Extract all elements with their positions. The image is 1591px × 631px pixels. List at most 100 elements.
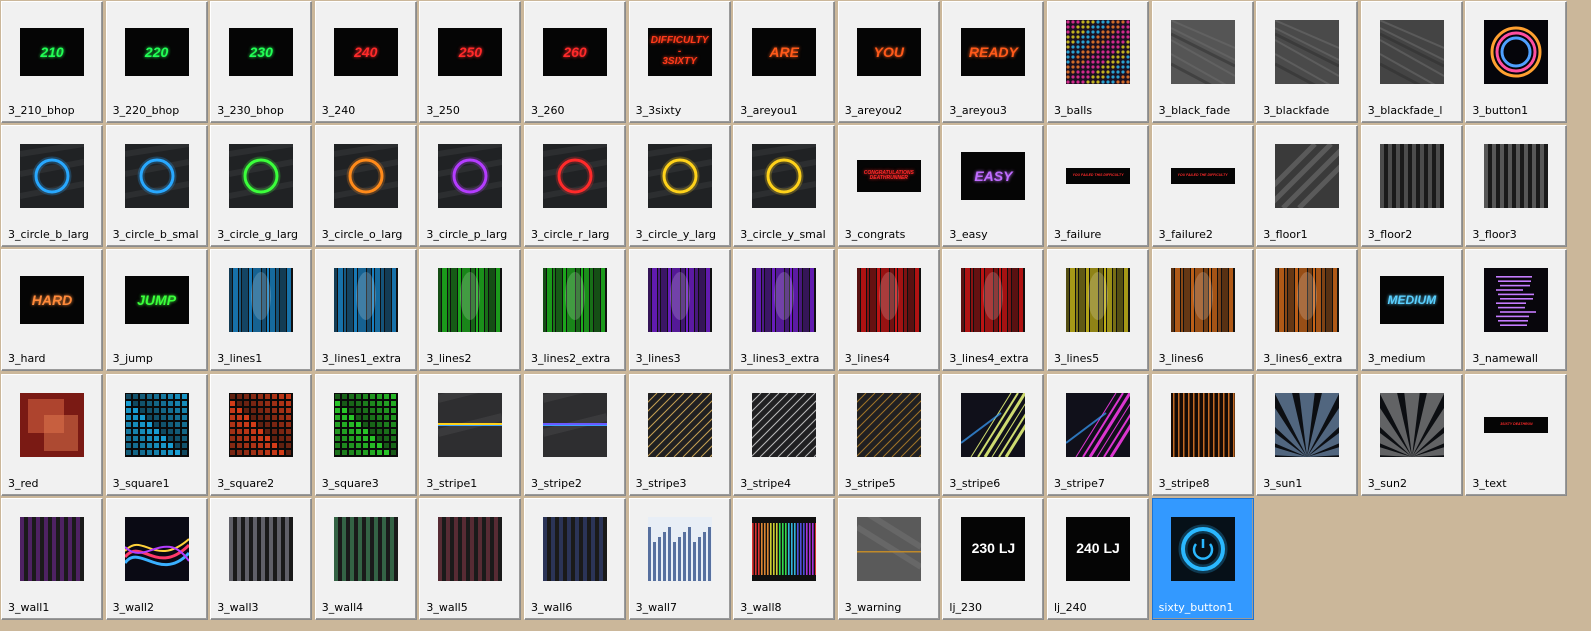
texture-label: 3_lines1_extra [321,352,402,366]
texture-tile-3_lines4_extra[interactable]: 3_lines4_extra [942,249,1045,372]
texture-tile-3_stripe5[interactable]: 3_stripe5 [837,373,940,496]
texture-tile-3_lines1_extra[interactable]: 3_lines1_extra [314,249,417,372]
texture-tile-3_wall2[interactable]: 3_wall2 [105,497,208,620]
texture-thumbnail [543,516,607,581]
texture-tile-3_stripe1[interactable]: 3_stripe1 [419,373,522,496]
texture-label: 3_jump [112,352,153,366]
texture-tile-3_balls[interactable]: 3_balls [1047,1,1149,123]
texture-tile-3_230_bhop[interactable]: 230 3_230_bhop [210,1,313,123]
texture-tile-3_warning[interactable]: 3_warning [837,497,940,620]
texture-tile-3_lines4[interactable]: 3_lines4 [837,249,940,372]
texture-label: 3_circle_g_larg [217,228,299,242]
texture-label: 3_circle_b_smal [112,228,199,242]
texture-tile-3_floor2[interactable]: 3_floor2 [1360,125,1463,248]
texture-tile-3_button1[interactable]: 3_button1 [1465,1,1568,123]
texture-label: 3_blackfade_l [1367,104,1443,117]
texture-tile-3_stripe6[interactable]: 3_stripe6 [942,373,1045,496]
texture-thumbnail [1275,144,1340,209]
texture-label: 3_warning [844,600,902,614]
texture-tile-3_240[interactable]: 240 3_240 [314,1,417,123]
texture-tile-3_circle_y_larg[interactable]: 3_circle_y_larg [628,125,731,248]
texture-tile-3_blackfade_l[interactable]: 3_blackfade_l [1360,1,1463,123]
texture-tile-3_namewall[interactable]: 3_namewall [1465,249,1568,372]
texture-tile-3_floor1[interactable]: 3_floor1 [1256,125,1359,248]
texture-label: 3_red [8,476,39,490]
texture-tile-3_medium[interactable]: MEDIUM 3_medium [1360,249,1463,372]
texture-tile-3_jump[interactable]: JUMP 3_jump [105,249,208,372]
texture-label: 3_button1 [1472,104,1529,117]
texture-tile-3_stripe2[interactable]: 3_stripe2 [524,373,626,496]
texture-thumbnail: JUMP [124,276,189,325]
texture-tile-3_circle_o_larg[interactable]: 3_circle_o_larg [314,125,417,248]
texture-label: 3_floor3 [1472,228,1517,242]
texture-thumbnail [1275,20,1340,84]
texture-tile-3_wall6[interactable]: 3_wall6 [524,497,626,620]
texture-tile-3_square3[interactable]: 3_square3 [314,373,417,496]
texture-tile-3_lines6[interactable]: 3_lines6 [1151,249,1254,372]
texture-tile-3_wall5[interactable]: 3_wall5 [419,497,522,620]
texture-tile-3_250[interactable]: 250 3_250 [419,1,522,123]
texture-tile-lj_240[interactable]: 240 LJ lj_240 [1047,497,1149,620]
texture-tile-3_lines2_extra[interactable]: 3_lines2_extra [524,249,626,372]
texture-thumbnail [1484,144,1549,209]
thumbnail-text: YOU FAILED THIS DIFFICULTY [1072,173,1124,178]
texture-tile-3_easy[interactable]: EASY 3_easy [942,125,1045,248]
texture-tile-3_areyou2[interactable]: YOU 3_areyou2 [837,1,940,123]
texture-tile-3_square2[interactable]: 3_square2 [210,373,313,496]
texture-label: 3_square3 [321,476,379,490]
texture-tile-3_floor3[interactable]: 3_floor3 [1465,125,1568,248]
texture-tile-3_areyou3[interactable]: READY 3_areyou3 [942,1,1045,123]
texture-tile-sixty_button1[interactable]: sixty_button1 [1151,497,1254,620]
texture-label: 3_areyou2 [844,104,903,117]
texture-tile-3_sun2[interactable]: 3_sun2 [1360,373,1463,496]
texture-tile-3_lines5[interactable]: 3_lines5 [1047,249,1149,372]
texture-tile-3_red[interactable]: 3_red [1,373,103,496]
texture-tile-3_stripe3[interactable]: 3_stripe3 [628,373,731,496]
texture-tile-3_text[interactable]: 3SIXTY DEATHRUN 3_text [1465,373,1568,496]
texture-tile-3_hard[interactable]: HARD 3_hard [1,249,103,372]
texture-tile-3_circle_y_smal[interactable]: 3_circle_y_smal [733,125,836,248]
texture-label: 3_lines1 [217,352,263,366]
texture-thumbnail [124,392,189,457]
texture-tile-3_stripe7[interactable]: 3_stripe7 [1047,373,1149,496]
texture-tile-3_wall8[interactable]: 3_wall8 [733,497,836,620]
texture-tile-3_circle_p_larg[interactable]: 3_circle_p_larg [419,125,522,248]
texture-tile-3_220_bhop[interactable]: 220 3_220_bhop [105,1,208,123]
texture-tile-3_failure[interactable]: YOU FAILED THIS DIFFICULTY 3_failure [1047,125,1149,248]
texture-thumbnail [333,268,398,333]
texture-tile-3_wall4[interactable]: 3_wall4 [314,497,417,620]
texture-thumbnail [1484,20,1549,84]
texture-tile-3_lines2[interactable]: 3_lines2 [419,249,522,372]
texture-tile-3_sun1[interactable]: 3_sun1 [1256,373,1359,496]
texture-tile-3_lines6_extra[interactable]: 3_lines6_extra [1256,249,1359,372]
texture-label: 3_congrats [844,228,906,242]
texture-label: 3_stripe4 [740,476,792,490]
texture-tile-3_wall1[interactable]: 3_wall1 [1,497,103,620]
thumbnail-text: HARD [31,292,73,309]
texture-tile-3_circle_g_larg[interactable]: 3_circle_g_larg [210,125,313,248]
texture-tile-3_260[interactable]: 260 3_260 [524,1,626,123]
texture-tile-3_failure2[interactable]: YOU FAILED THE DIFFICULTY 3_failure2 [1151,125,1254,248]
texture-tile-3_lines3_extra[interactable]: 3_lines3_extra [733,249,836,372]
texture-tile-3_3sixty[interactable]: DIFFICULTY - 3SIXTY 3_3sixty [628,1,731,123]
texture-tile-3_circle_r_larg[interactable]: 3_circle_r_larg [524,125,626,248]
texture-tile-3_wall3[interactable]: 3_wall3 [210,497,313,620]
texture-tile-3_circle_b_larg[interactable]: 3_circle_b_larg [1,125,103,248]
texture-tile-3_wall7[interactable]: 3_wall7 [628,497,731,620]
texture-tile-3_circle_b_smal[interactable]: 3_circle_b_smal [105,125,208,248]
texture-thumbnail [20,516,84,581]
texture-tile-lj_230[interactable]: 230 LJ lj_230 [942,497,1045,620]
texture-tile-3_congrats[interactable]: CONGRATULATIONS DEATHRUNNER 3_congrats [837,125,940,248]
texture-thumbnail [856,268,921,333]
texture-tile-3_lines1[interactable]: 3_lines1 [210,249,313,372]
texture-label: 3_easy [949,228,988,242]
texture-tile-3_areyou1[interactable]: ARE 3_areyou1 [733,1,836,123]
texture-tile-3_210_bhop[interactable]: 210 3_210_bhop [1,1,103,123]
texture-tile-3_black_fade[interactable]: 3_black_fade [1151,1,1254,123]
texture-thumbnail [647,144,712,209]
texture-tile-3_lines3[interactable]: 3_lines3 [628,249,731,372]
texture-tile-3_stripe4[interactable]: 3_stripe4 [733,373,836,496]
texture-tile-3_blackfade[interactable]: 3_blackfade [1256,1,1359,123]
texture-tile-3_stripe8[interactable]: 3_stripe8 [1151,373,1254,496]
texture-tile-3_square1[interactable]: 3_square1 [105,373,208,496]
